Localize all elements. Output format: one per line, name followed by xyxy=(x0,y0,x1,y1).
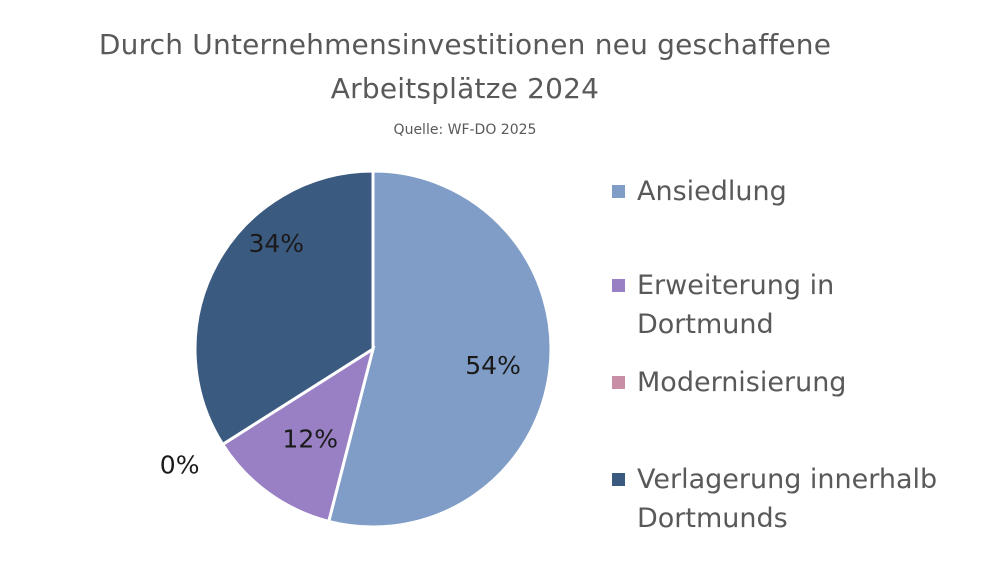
legend-label-verlagerung: Verlagerung innerhalb Dortmunds xyxy=(637,464,938,534)
data-label-modernisierung: 0% xyxy=(160,450,200,479)
legend-label-ansiedlung: Ansiedlung xyxy=(637,176,787,207)
legend-item-erweiterung: Erweiterung in Dortmund xyxy=(612,266,997,344)
legend-swatch-erweiterung xyxy=(612,279,625,292)
chart-source: Quelle: WF-DO 2025 xyxy=(393,122,537,138)
legend-item-modernisierung: Modernisierung xyxy=(612,363,997,402)
chart-title-line-2: Arbeitsplätze 2024 xyxy=(330,72,600,105)
data-label-verlagerung: 34% xyxy=(249,229,305,258)
chart-title-line-1: Durch Unternehmensinvestitionen neu gesc… xyxy=(98,28,832,61)
legend-item-ansiedlung: Ansiedlung xyxy=(612,172,997,211)
pie-slice-erweiterung xyxy=(220,345,376,524)
legend-label-erweiterung: Erweiterung in Dortmund xyxy=(637,270,835,340)
data-label-ansiedlung: 54% xyxy=(465,351,521,380)
pie-slice-verlagerung xyxy=(193,169,375,447)
legend-item-verlagerung: Verlagerung innerhalb Dortmunds xyxy=(612,460,997,538)
legend-swatch-ansiedlung xyxy=(612,185,625,198)
pie-slice-ansiedlung xyxy=(326,169,553,529)
data-label-erweiterung: 12% xyxy=(282,424,338,453)
legend-label-modernisierung: Modernisierung xyxy=(637,367,847,398)
legend-swatch-modernisierung xyxy=(612,376,625,389)
legend-swatch-verlagerung xyxy=(612,473,625,486)
